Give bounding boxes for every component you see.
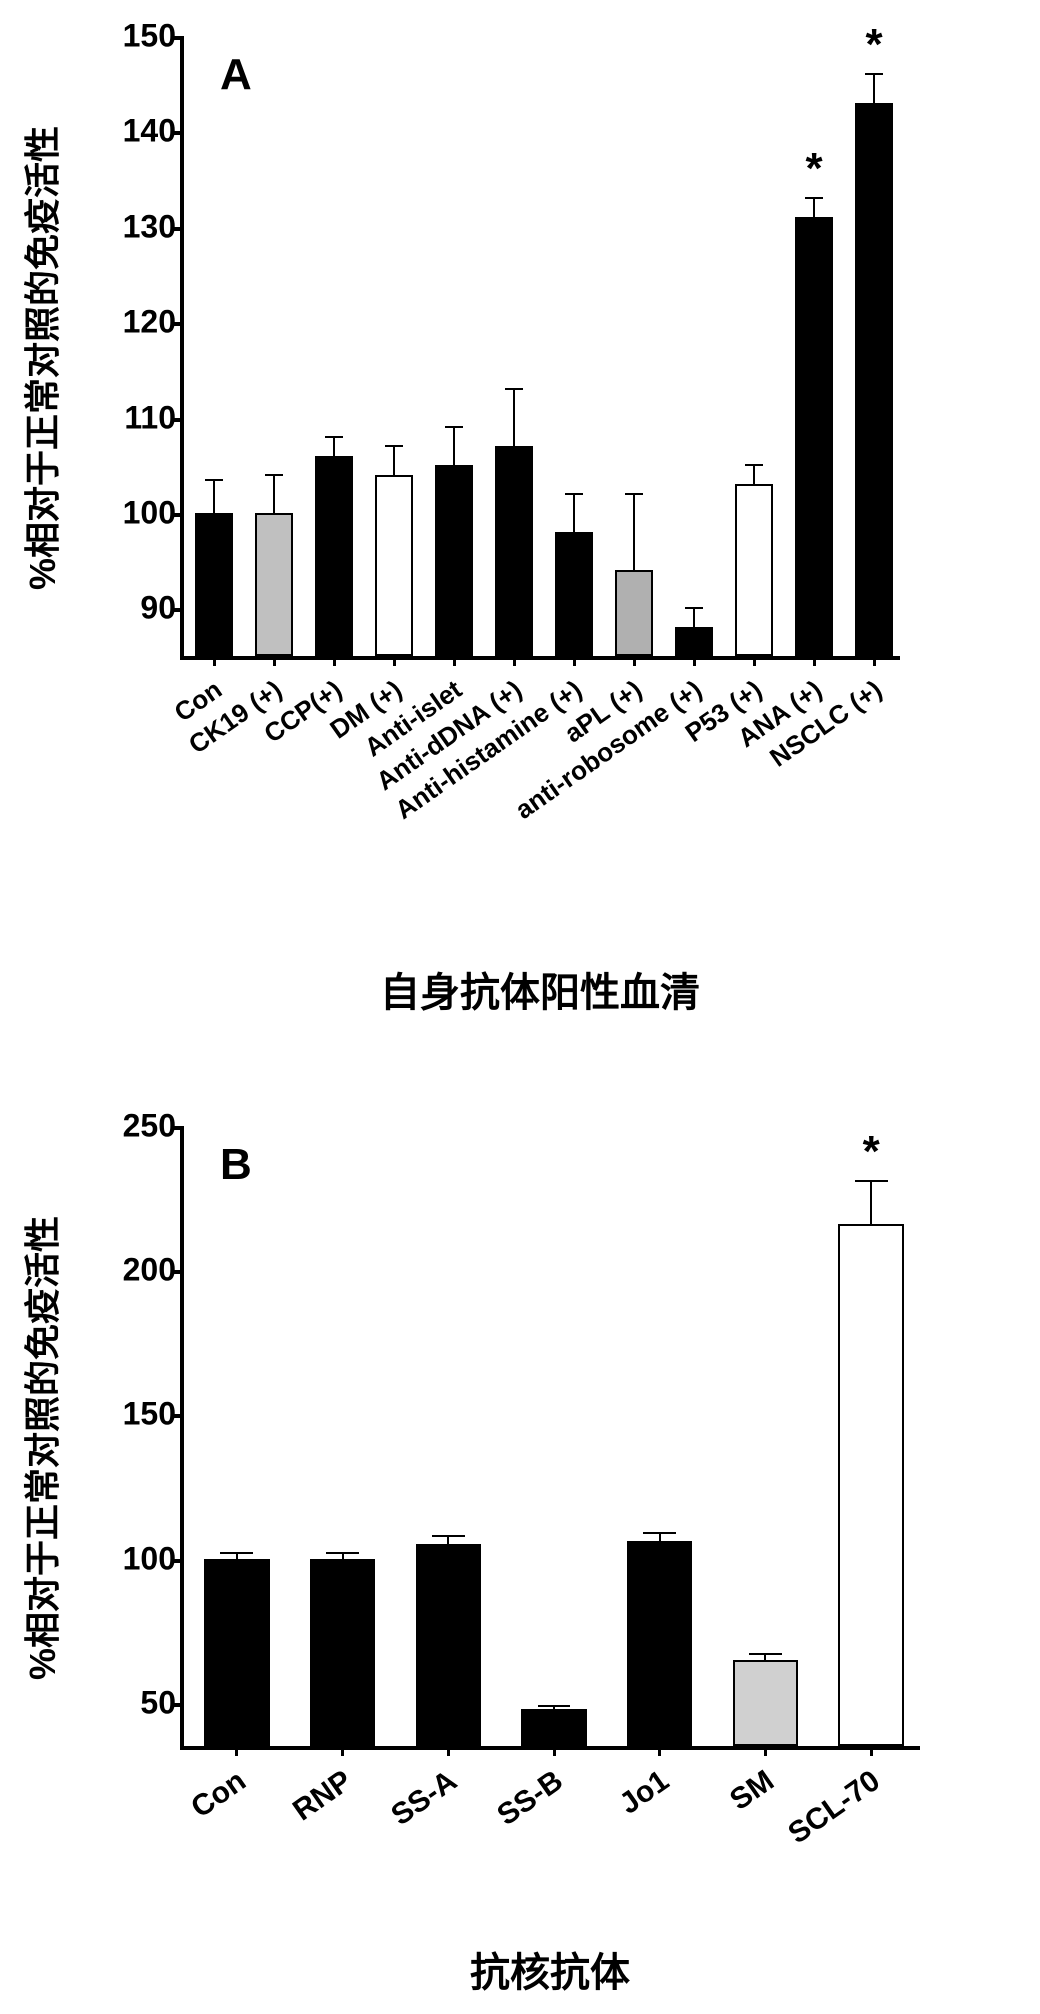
figure-root: 90100110120130140150**ConCK19 (+)CCP(+)D… — [0, 0, 1040, 2014]
ytick-label: 90 — [140, 590, 184, 627]
bar — [195, 513, 232, 656]
error-bar — [213, 480, 215, 513]
ytick-label: 150 — [123, 1396, 184, 1433]
error-cap — [205, 479, 224, 481]
xtick-mark — [633, 656, 636, 666]
bar — [416, 1544, 482, 1746]
bar — [495, 446, 532, 656]
error-bar — [873, 74, 875, 103]
bar — [255, 513, 292, 656]
error-cap — [505, 388, 524, 390]
bar — [375, 475, 412, 656]
bar — [838, 1224, 904, 1746]
xtick-mark — [693, 656, 696, 666]
xtick-mark — [453, 656, 456, 666]
error-cap — [855, 1180, 888, 1182]
xtick-mark — [513, 656, 516, 666]
error-cap — [749, 1653, 782, 1655]
bar — [204, 1559, 270, 1746]
error-cap — [685, 607, 704, 609]
significance-marker: * — [805, 144, 822, 194]
ytick-label: 100 — [123, 1540, 184, 1577]
xtick-mark — [873, 656, 876, 666]
xtick-mark — [813, 656, 816, 666]
error-bar — [573, 494, 575, 532]
bar — [435, 465, 472, 656]
error-bar — [813, 198, 815, 217]
error-bar — [447, 1536, 449, 1545]
xtick-mark — [753, 656, 756, 666]
bar — [795, 217, 832, 656]
error-cap — [265, 474, 284, 476]
ytick-label: 110 — [124, 399, 184, 436]
bar — [521, 1709, 587, 1746]
error-bar — [693, 608, 695, 627]
error-bar — [273, 475, 275, 513]
bar — [855, 103, 892, 656]
significance-marker: * — [865, 20, 882, 70]
error-cap — [538, 1705, 571, 1707]
ytick-label: 140 — [123, 113, 184, 150]
significance-marker: * — [863, 1127, 880, 1177]
error-cap — [625, 493, 644, 495]
chart-area: 50100150200250* — [180, 1130, 920, 1750]
xtick-mark — [235, 1746, 238, 1756]
error-cap — [745, 464, 764, 466]
ytick-label: 120 — [123, 304, 184, 341]
bar — [627, 1541, 693, 1746]
error-cap — [565, 493, 584, 495]
panel-label: A — [220, 50, 252, 100]
xtick-mark — [341, 1746, 344, 1756]
error-cap — [220, 1552, 253, 1554]
error-bar — [659, 1533, 661, 1542]
y-axis-label: %相对于正常对照的免疫活性 — [14, 1138, 66, 1758]
panel-label: B — [220, 1140, 252, 1190]
bar — [315, 456, 352, 656]
xtick-mark — [213, 656, 216, 666]
bar — [555, 532, 592, 656]
error-bar — [333, 437, 335, 456]
xtick-mark — [573, 656, 576, 666]
error-cap — [805, 197, 824, 199]
ytick-label: 200 — [123, 1252, 184, 1289]
xtick-mark — [273, 656, 276, 666]
xtick-mark — [658, 1746, 661, 1756]
xtick-mark — [764, 1746, 767, 1756]
ytick-label: 130 — [123, 208, 184, 245]
ytick-label: 250 — [123, 1108, 184, 1145]
error-cap — [865, 73, 884, 75]
x-axis-label: 抗核抗体 — [180, 1940, 920, 1998]
error-cap — [643, 1532, 676, 1534]
bar — [310, 1559, 376, 1746]
xtick-mark — [870, 1746, 873, 1756]
bar — [675, 627, 712, 656]
error-bar — [870, 1181, 872, 1224]
error-cap — [432, 1535, 465, 1537]
error-cap — [385, 445, 404, 447]
y-axis-label: %相对于正常对照的免疫活性 — [14, 48, 66, 668]
bar — [733, 1660, 799, 1747]
x-axis-label: 自身抗体阳性血清 — [180, 960, 900, 1018]
ytick-label: 100 — [123, 494, 184, 531]
ytick-label: 150 — [123, 18, 184, 55]
error-bar — [453, 427, 455, 465]
xtick-mark — [553, 1746, 556, 1756]
ytick-label: 50 — [140, 1684, 184, 1721]
error-cap — [445, 426, 464, 428]
error-cap — [326, 1552, 359, 1554]
xtick-mark — [447, 1746, 450, 1756]
error-cap — [325, 436, 344, 438]
error-bar — [633, 494, 635, 570]
xtick-mark — [333, 656, 336, 666]
xtick-mark — [393, 656, 396, 666]
error-bar — [753, 465, 755, 484]
error-bar — [393, 446, 395, 475]
error-bar — [513, 389, 515, 446]
bar — [735, 484, 772, 656]
bar — [615, 570, 652, 656]
chart-area: 90100110120130140150** — [180, 40, 900, 660]
